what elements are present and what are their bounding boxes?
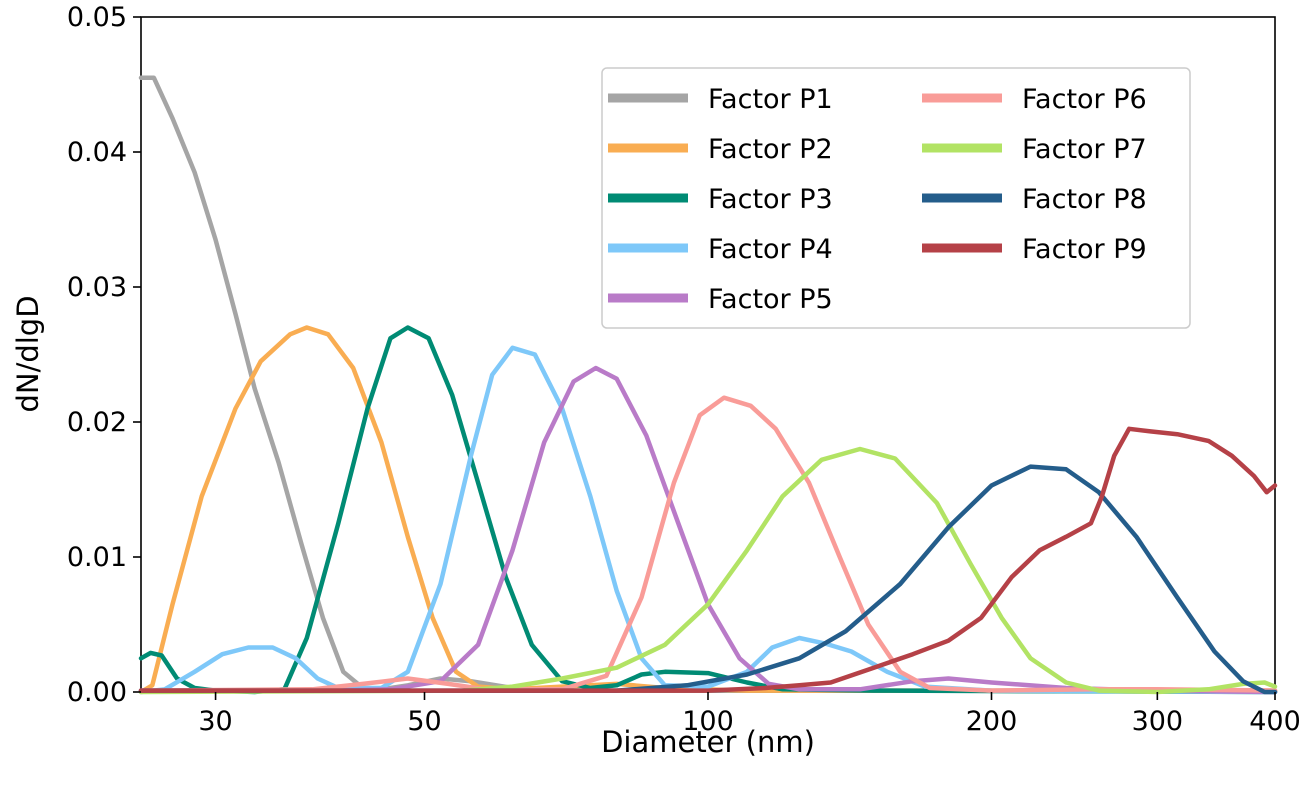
legend-label-p6: Factor P6 bbox=[1022, 84, 1147, 115]
series-line-p7 bbox=[138, 446, 1278, 695]
y-axis-label: dN/dlgD bbox=[11, 295, 45, 412]
series-line-p4 bbox=[138, 345, 1278, 695]
series-line-p5 bbox=[138, 365, 1278, 695]
series-line-p6 bbox=[138, 395, 1278, 693]
series-line-p9 bbox=[138, 426, 1278, 693]
legend-label-p4: Factor P4 bbox=[708, 234, 833, 265]
legend-label-p1: Factor P1 bbox=[708, 84, 833, 115]
legend-label-p9: Factor P9 bbox=[1022, 234, 1147, 265]
x-tick-label: 300 bbox=[1132, 706, 1184, 737]
y-axis-ticks: 0.00 0.01 0.02 0.03 0.04 0.05 bbox=[67, 2, 141, 708]
x-axis-ticks: 30 50 100 200 300 400 bbox=[198, 692, 1301, 737]
legend-label-p2: Factor P2 bbox=[708, 134, 833, 165]
y-tick-label: 0.01 bbox=[67, 542, 127, 573]
series-line-p8 bbox=[138, 464, 1278, 695]
x-tick-label: 100 bbox=[682, 706, 734, 737]
series-layer bbox=[138, 75, 1278, 695]
legend-box bbox=[601, 67, 1191, 329]
y-tick-label: 0.05 bbox=[67, 2, 127, 33]
legend-label-p7: Factor P7 bbox=[1022, 134, 1147, 165]
x-axis-label: Diameter (nm) bbox=[601, 725, 815, 759]
series-line-p3 bbox=[138, 325, 1278, 695]
y-tick-label: 0.04 bbox=[67, 137, 127, 168]
y-tick-label: 0.00 bbox=[67, 677, 127, 708]
legend-label-p5: Factor P5 bbox=[708, 284, 833, 315]
x-tick-label: 400 bbox=[1249, 706, 1301, 737]
legend-label-p3: Factor P3 bbox=[708, 184, 833, 215]
series-line-p2 bbox=[138, 325, 1278, 695]
x-tick-label: 30 bbox=[198, 706, 232, 737]
legend: Factor P1 Factor P2 Factor P3 Factor P4 Fact… bbox=[601, 67, 1191, 329]
y-tick-label: 0.03 bbox=[67, 272, 127, 303]
x-tick-label: 200 bbox=[966, 706, 1018, 737]
x-tick-label: 50 bbox=[407, 706, 441, 737]
y-tick-label: 0.02 bbox=[67, 407, 127, 438]
legend-label-p8: Factor P8 bbox=[1022, 184, 1147, 215]
